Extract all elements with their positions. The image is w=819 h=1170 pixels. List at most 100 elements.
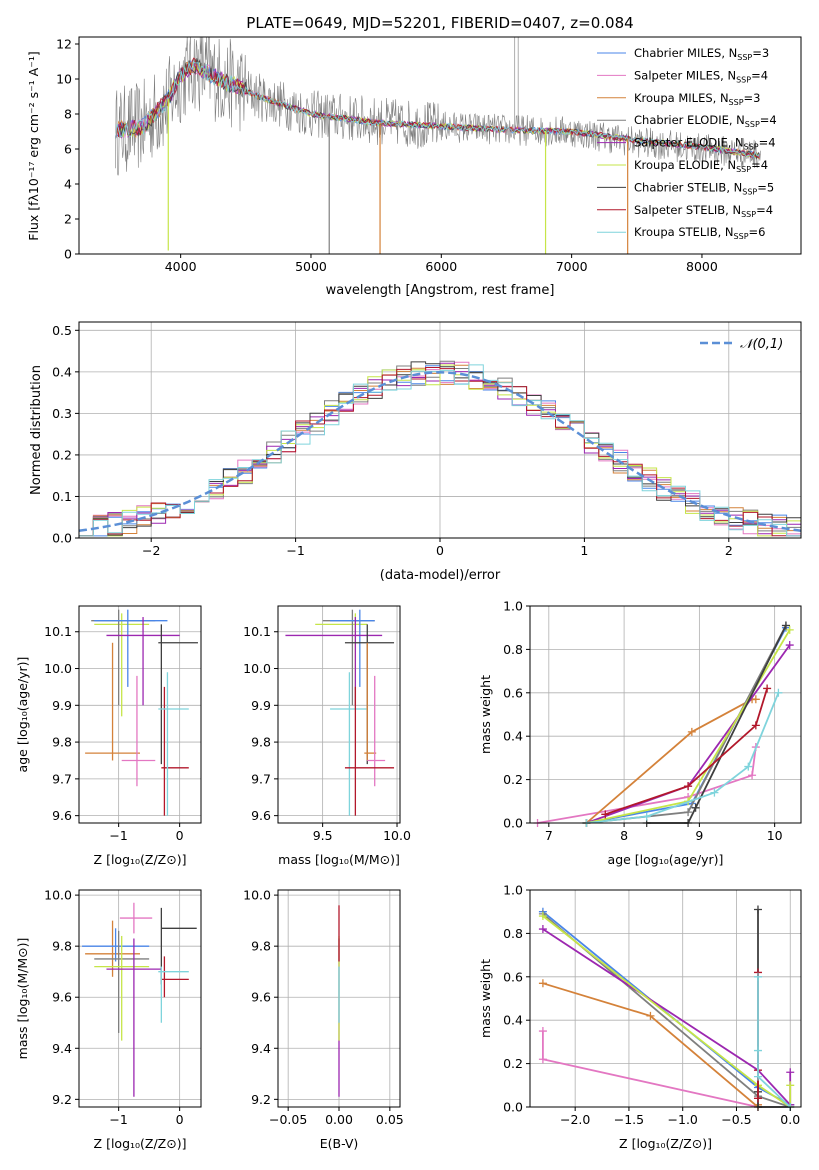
x-tick-label: 6000 bbox=[425, 259, 457, 274]
y-tick-label: 10 bbox=[56, 72, 72, 87]
y-tick-label: 9.4 bbox=[251, 1041, 271, 1056]
legend-suffix: =4 bbox=[760, 113, 777, 127]
weight-marker-kroupa_stelib bbox=[710, 788, 719, 797]
weight-marker-chabrier_stelib bbox=[781, 621, 790, 630]
y-tick-label: 9.2 bbox=[251, 1092, 271, 1107]
age_vs_mass-panel: 9.5 10.0 9.6 9.7 9.8 9.9 10.0 10.1 mass [log₁₀(M… bbox=[243, 605, 411, 867]
residuals-panel: −2 −1 0 1 2 0.0 0.1 0.2 0.3 0.4 0.5 (data-model)/er… bbox=[29, 321, 802, 583]
legend-label: Salpeter STELIB, N bbox=[634, 203, 741, 217]
y-tick-label: 9.9 bbox=[251, 698, 271, 713]
weight-marker-kroupa_stelib bbox=[744, 762, 753, 771]
y-tick-label: 9.4 bbox=[52, 1041, 72, 1056]
y-tick-label: 9.9 bbox=[52, 698, 72, 713]
mass_vs_ebv-panel: −0.05 0.00 0.05 9.2 9.4 9.6 9.8 10.0 E(B-V) bbox=[243, 888, 404, 1151]
weight-marker-kroupa_elodie bbox=[538, 912, 547, 921]
y-tick-label: 12 bbox=[56, 37, 72, 52]
x-tick-label: 0 bbox=[436, 543, 444, 558]
x-tick-label: 10.0 bbox=[383, 828, 411, 843]
y-tick-label: 0.5 bbox=[52, 323, 72, 338]
legend-entry: Kroupa MILES, NSSP=3 bbox=[634, 91, 760, 107]
x-tick-label: 9 bbox=[695, 828, 703, 843]
legend-entry: Kroupa STELIB, NSSP=6 bbox=[634, 225, 765, 241]
x-tick-label: 0.0 bbox=[780, 1112, 800, 1127]
y-tick-label: 9.6 bbox=[251, 990, 271, 1005]
y-tick-label: 1.0 bbox=[503, 599, 523, 614]
y-tick-label: 10.0 bbox=[44, 661, 72, 676]
y-tick-label: 10.0 bbox=[44, 888, 72, 903]
y-axis-label: age [log₁₀(age/yr)] bbox=[15, 657, 30, 773]
y-tick-label: 0.2 bbox=[503, 772, 523, 787]
x-axis-label: age [log₁₀(age/yr)] bbox=[608, 852, 724, 867]
legend-subscript: SSP bbox=[745, 120, 760, 129]
legend-subscript: SSP bbox=[736, 165, 751, 174]
legend-suffix: =4 bbox=[751, 68, 768, 82]
weight-marker-salpeter_stelib bbox=[751, 721, 760, 730]
axes-frame bbox=[78, 36, 802, 255]
weight-line-salpeter_miles bbox=[537, 746, 757, 824]
y-tick-label: 8 bbox=[64, 107, 72, 122]
y-tick-label: 0 bbox=[64, 247, 72, 262]
x-axis-label: mass [log₁₀(M/M⊙)] bbox=[278, 852, 400, 867]
legend-label: Chabrier MILES, N bbox=[634, 46, 737, 60]
x-tick-label: 8000 bbox=[686, 259, 718, 274]
y-tick-label: 4 bbox=[64, 177, 72, 192]
legend-subscript: SSP bbox=[737, 53, 752, 62]
y-tick-label: 0.4 bbox=[503, 1013, 523, 1028]
legend-subscript: SSP bbox=[744, 143, 759, 152]
legend-entry: Salpeter MILES, NSSP=4 bbox=[634, 68, 768, 84]
y-tick-label: 0.2 bbox=[503, 1056, 523, 1071]
legend-suffix: =3 bbox=[744, 91, 761, 105]
legend-suffix: =4 bbox=[756, 203, 773, 217]
legend-suffix: =4 bbox=[751, 158, 768, 172]
spectrum-panel: 4000 5000 6000 7000 8000 0 2 4 6 8 10 12 wavelength … bbox=[26, 36, 802, 298]
y-tick-label: 0.1 bbox=[52, 489, 72, 504]
legend-entry: Chabrier ELODIE, NSSP=4 bbox=[634, 113, 777, 129]
weight-marker-kroupa_stelib bbox=[774, 688, 783, 697]
x-tick-label: −1 bbox=[109, 828, 127, 843]
weight-marker-salpeter_miles bbox=[538, 1027, 547, 1036]
x-tick-label: 0 bbox=[176, 828, 184, 843]
legend-label: Salpeter ELODIE, N bbox=[634, 136, 744, 150]
axes-frame bbox=[529, 889, 802, 1108]
y-tick-label: 0.0 bbox=[503, 1100, 523, 1115]
x-tick-label: −1.0 bbox=[668, 1112, 698, 1127]
y-tick-label: 0.0 bbox=[52, 531, 72, 546]
legend-subscript: SSP bbox=[741, 210, 756, 219]
legend-entry: Salpeter ELODIE, NSSP=4 bbox=[634, 136, 776, 152]
weight-marker-salpeter_stelib bbox=[763, 684, 772, 693]
x-tick-label: 7000 bbox=[556, 259, 588, 274]
weight-marker-kroupa_miles bbox=[646, 1011, 655, 1020]
x-tick-label: −1 bbox=[286, 543, 304, 558]
y-axis-label: mass weight bbox=[478, 959, 493, 1038]
y-tick-label: 9.8 bbox=[251, 735, 271, 750]
legend-label: Kroupa ELODIE, N bbox=[634, 158, 736, 172]
x-tick-label: −0.05 bbox=[269, 1112, 307, 1127]
weight-marker-kroupa_miles bbox=[538, 979, 547, 988]
legend-entry: Chabrier STELIB, NSSP=5 bbox=[634, 180, 774, 196]
gaussian-curve bbox=[78, 371, 802, 532]
y-tick-label: 9.7 bbox=[251, 771, 271, 786]
weight-marker-salpeter_miles bbox=[538, 1055, 547, 1064]
y-tick-label: 0.8 bbox=[503, 926, 523, 941]
observed-spectrum-line bbox=[115, 36, 761, 176]
x-axis-label: wavelength [Angstrom, rest frame] bbox=[326, 283, 555, 298]
x-tick-label: −0.5 bbox=[721, 1112, 751, 1127]
legend-suffix: =5 bbox=[757, 180, 774, 194]
y-tick-label: 9.2 bbox=[52, 1092, 72, 1107]
x-tick-label: 0 bbox=[176, 1112, 184, 1127]
weight-line-kroupa_elodie bbox=[542, 915, 792, 1109]
y-tick-label: 0.4 bbox=[52, 364, 72, 379]
weight-marker-chabrier_elodie bbox=[684, 808, 693, 817]
y-tick-label: 9.6 bbox=[52, 808, 72, 823]
model-line-kroupa_stelib bbox=[115, 61, 761, 157]
weight-marker-kroupa_stelib bbox=[753, 1046, 762, 1055]
axes-frame bbox=[78, 605, 202, 824]
y-tick-label: 10.1 bbox=[44, 624, 72, 639]
y-tick-label: 10.0 bbox=[243, 661, 271, 676]
x-tick-label: 8 bbox=[620, 828, 628, 843]
legend-entry: Chabrier MILES, NSSP=3 bbox=[634, 46, 769, 62]
weight-marker-salpeter_elodie bbox=[538, 925, 547, 934]
x-axis-label: E(B-V) bbox=[320, 1136, 359, 1151]
y-tick-label: 0.2 bbox=[52, 447, 72, 462]
x-tick-label: −1.5 bbox=[614, 1112, 644, 1127]
